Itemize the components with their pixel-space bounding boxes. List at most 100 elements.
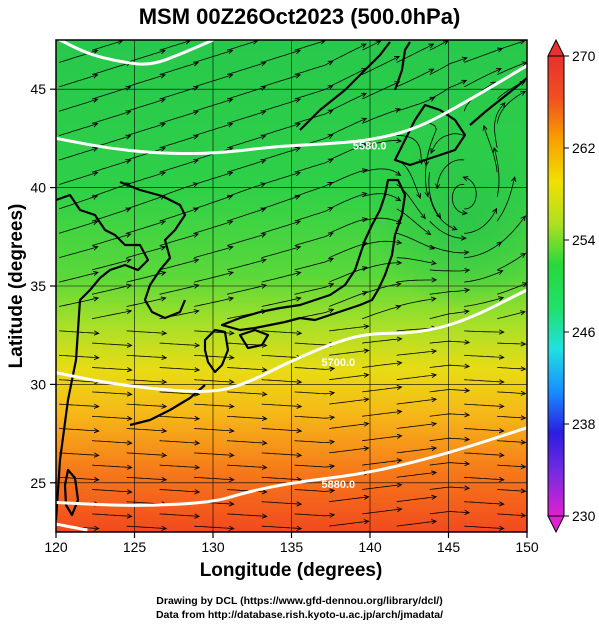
streamline-arrowhead (228, 354, 235, 361)
streamline-arrowhead (498, 476, 505, 483)
streamline-arrowhead (296, 379, 303, 385)
streamline-arrowhead (329, 366, 336, 372)
streamline-arrowhead (395, 304, 402, 310)
y-tick-label: 30 (30, 376, 46, 392)
streamline-arrowhead (327, 60, 334, 66)
streamline (429, 510, 470, 515)
streamline (159, 489, 200, 493)
streamline (92, 489, 132, 493)
streamline-arrowhead (425, 229, 432, 235)
streamline (362, 56, 400, 75)
streamline-arrowhead (361, 142, 368, 148)
streamline (58, 50, 98, 63)
streamline-arrowhead (435, 183, 441, 190)
streamline-arrowhead (461, 210, 468, 216)
streamline-arrowhead (126, 309, 133, 315)
streamline (227, 440, 267, 444)
streamline-arrowhead (261, 367, 268, 373)
streamline-arrowhead (125, 207, 132, 213)
streamline-arrowhead (396, 384, 403, 391)
streamline-arrowhead (125, 258, 132, 264)
streamline-arrowhead (395, 219, 402, 224)
streamline-arrowhead (161, 379, 168, 385)
streamline (430, 133, 465, 154)
streamline-arrowhead (328, 308, 335, 314)
streamline (126, 123, 166, 136)
streamline (362, 217, 402, 224)
streamline (126, 98, 166, 112)
streamline (261, 297, 301, 307)
streamline (226, 259, 266, 271)
streamline (194, 525, 234, 529)
streamline-arrowhead (464, 287, 471, 293)
streamline-arrowhead (396, 336, 403, 342)
y-tick-label: 25 (30, 475, 46, 491)
kyushu-coastline (203, 328, 230, 374)
streamline (261, 525, 302, 529)
streamline (59, 354, 99, 359)
streamline-arrowhead (394, 81, 401, 86)
streamline (226, 135, 266, 149)
streamline-arrowhead (228, 379, 235, 385)
streamline-arrowhead (396, 239, 403, 245)
streamline-arrowhead (395, 281, 402, 287)
x-tick-label: 150 (515, 539, 539, 555)
streamline-arrowhead (261, 391, 268, 397)
streamline (126, 297, 166, 307)
streamline (362, 508, 402, 515)
streamline-arrowhead (93, 428, 100, 434)
streamline (91, 86, 131, 100)
streamline-arrowhead (463, 309, 470, 315)
streamline-arrowhead (228, 525, 235, 531)
streamline (396, 159, 421, 199)
chart-title: MSM 00Z26Oct2023 (500.0hPa) (138, 4, 461, 29)
streamline (497, 62, 527, 75)
streamline-arrowhead (126, 283, 132, 289)
streamline (126, 452, 167, 456)
streamline (92, 391, 132, 395)
streamline-arrowhead (418, 158, 424, 165)
streamline (159, 367, 200, 371)
streamline (226, 208, 266, 222)
streamline-arrowhead (93, 476, 100, 483)
streamline (329, 291, 368, 307)
streamline (126, 246, 166, 259)
streamline-arrowhead (520, 464, 527, 470)
streamline-arrowhead (227, 245, 234, 251)
contour-label: 5880.0 (322, 479, 356, 491)
streamline-arrowhead (193, 258, 200, 264)
plot-area: 5880.0 5700.0 5580.0 (56, 40, 527, 532)
streamline-arrowhead (435, 212, 442, 219)
streamline-arrowhead (93, 296, 100, 302)
streamline (429, 220, 466, 239)
x-tick-label: 145 (437, 539, 461, 555)
streamline (396, 257, 436, 264)
streamline (451, 183, 467, 214)
streamline (159, 135, 199, 149)
streamline (226, 183, 266, 198)
streamline (58, 172, 98, 185)
streamline-arrowhead (92, 245, 99, 251)
streamline-arrowhead (498, 428, 505, 434)
streamline (497, 40, 525, 51)
streamline (159, 513, 200, 517)
streamline-arrowhead (498, 379, 505, 385)
streamline (294, 158, 333, 173)
streamline (126, 354, 167, 359)
streamline (261, 501, 302, 505)
streamline (91, 111, 131, 124)
streamline (362, 140, 402, 149)
streamline (126, 220, 166, 234)
streamline (329, 169, 367, 185)
streamline (126, 476, 167, 481)
streamline (329, 447, 369, 454)
streamline (464, 241, 502, 259)
streamline-arrowhead (361, 92, 368, 98)
streamline (159, 86, 199, 100)
streamline-arrowhead (396, 138, 403, 144)
streamline-arrowhead (295, 296, 302, 302)
streamline (362, 168, 401, 176)
streamline (294, 60, 333, 75)
streamline (261, 476, 302, 481)
streamline-arrowhead (125, 232, 132, 238)
